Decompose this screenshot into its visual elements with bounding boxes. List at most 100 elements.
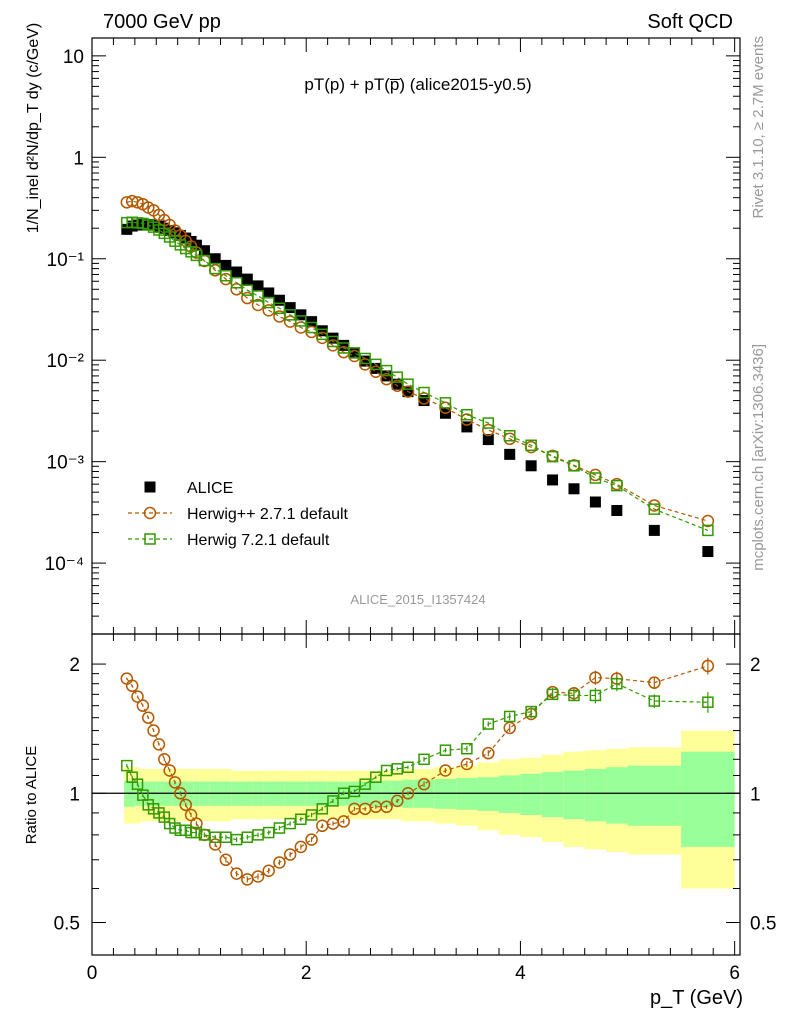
data-point-alice (241, 273, 253, 285)
legend-marker-alice (144, 481, 156, 493)
ratio-plot-frame (91, 633, 741, 956)
ratio-point-herwig7 (439, 744, 452, 756)
data-point-alice (209, 253, 221, 265)
ratio-plot: Ratio to ALICE p_T (GeV) 0 2 4 6 2 2 1 1 0.5 0.5 (23, 633, 776, 1009)
x-tick-label: 4 (515, 963, 526, 984)
data-point-herwigpp (401, 385, 415, 398)
ratio-point-herwig7 (648, 695, 661, 707)
data-point-alice (370, 362, 382, 374)
ratio-point-herwig7 (503, 710, 516, 723)
side-label-rivet: Rivet 3.1.10, ≥ 2.7M events (750, 36, 767, 219)
ratio-point-herwig7 (348, 785, 361, 798)
data-point-alice (327, 332, 339, 344)
ratio-point-herwigpp (439, 764, 452, 777)
y-tick-label: 10⁻² (47, 351, 85, 372)
x-tick-label: 6 (729, 963, 740, 984)
chart-title: pT(p) + pT(p̅) (alice2015-y0.5) (304, 75, 531, 94)
ratio-point-herwigpp (273, 856, 286, 869)
data-point-alice (220, 259, 232, 271)
ratio-point-herwigpp (158, 753, 171, 766)
data-point-herwig7 (589, 472, 602, 484)
data-point-alice (273, 294, 285, 306)
uncertainty-band-inner (681, 751, 735, 847)
uncertainty-band-inner (499, 775, 521, 813)
ratio-point-herwigpp (294, 840, 308, 854)
data-point-herwig7 (316, 328, 329, 341)
data-point-herwig7 (241, 284, 254, 296)
data-point-herwigpp (131, 196, 144, 209)
uncertainty-band-inner (456, 778, 478, 810)
ratio-point-herwig7 (702, 696, 714, 708)
data-point-herwig7 (370, 358, 382, 371)
ratio-y-tick-label: 0.5 (54, 913, 80, 934)
data-point-alice (547, 474, 559, 486)
data-point-herwig7 (568, 460, 580, 472)
y-tick-label: 10 (63, 47, 84, 68)
data-point-herwig7 (273, 302, 286, 315)
ratio-point-herwigpp (417, 777, 431, 791)
ratio-point-herwig7 (305, 809, 318, 821)
data-point-herwig7 (482, 417, 495, 429)
data-point-alice (504, 448, 516, 460)
ratio-point-herwigpp (305, 833, 318, 846)
legend-label-alice: ALICE (187, 480, 233, 497)
data-point-herwig7 (198, 254, 211, 267)
ratio-point-herwig7 (327, 795, 339, 807)
ratio-y-tick-label-right: 2 (750, 655, 761, 676)
ratio-point-herwig7 (190, 826, 203, 839)
data-point-alice (525, 460, 537, 472)
data-point-herwigpp (701, 514, 715, 528)
data-point-alice (391, 378, 403, 390)
ratio-point-herwigpp (125, 679, 139, 693)
data-point-alice (348, 347, 360, 359)
x-tick-label: 0 (87, 963, 98, 984)
uncertainty-band-inner (584, 768, 607, 822)
data-point-alice (306, 316, 318, 328)
data-point-herwig7 (402, 378, 414, 390)
ratio-point-herwig7 (482, 718, 495, 730)
ratio-point-herwigpp (589, 671, 602, 684)
ratio-point-herwigpp (168, 776, 182, 789)
data-point-herwig7 (418, 386, 430, 399)
data-point-herwig7 (380, 364, 393, 377)
y-tick-label: 10⁻¹ (47, 250, 85, 271)
data-point-herwig7 (284, 309, 296, 321)
legend-marker-herwig7 (144, 533, 156, 545)
ratio-point-herwig7 (316, 803, 329, 815)
ratio-point-herwigpp (283, 848, 297, 861)
header-right: Soft QCD (647, 11, 733, 33)
ratio-point-herwigpp (380, 800, 393, 814)
data-point-herwig7 (503, 430, 516, 442)
series-line-herwigpp (126, 200, 709, 522)
data-point-herwigpp (482, 423, 495, 437)
data-point-herwig7 (327, 335, 339, 348)
uncertainty-band-inner (520, 773, 542, 816)
data-point-herwig7 (439, 397, 452, 409)
ratio-point-herwigpp (701, 659, 715, 673)
data-point-herwig7 (391, 371, 404, 383)
ratio-y-axis-label: Ratio to ALICE (23, 746, 40, 844)
ratio-point-herwigpp (136, 699, 150, 712)
ratio-y-tick-label: 2 (69, 655, 80, 676)
data-point-alice (648, 524, 660, 536)
ratio-point-herwigpp (391, 794, 404, 808)
main-plot: pT(p) + pT(p̅) (alice2015-y0.5) ALICE_20… (25, 23, 741, 635)
data-point-herwig7 (230, 277, 243, 289)
data-point-herwig7 (220, 269, 232, 282)
data-point-herwig7 (305, 321, 318, 334)
ratio-point-herwig7 (418, 753, 430, 766)
ratio-point-herwigpp (251, 870, 265, 883)
ratio-y-tick-label-right: 1 (750, 784, 761, 805)
data-point-herwig7 (295, 315, 307, 327)
data-point-herwig7 (648, 503, 661, 515)
x-axis-label: p_T (GeV) (650, 987, 743, 1009)
ratio-point-herwig7 (402, 761, 414, 773)
ratio-point-herwigpp (141, 711, 155, 724)
ratio-point-herwig7 (359, 778, 371, 790)
legend-label-herwig7: Herwig 7.2.1 default (187, 532, 330, 549)
uncertainty-band-inner (541, 772, 564, 818)
data-point-alice (231, 266, 243, 278)
legend-label-herwigpp: Herwig++ 2.7.1 default (187, 506, 349, 523)
data-point-alice (611, 504, 623, 516)
data-point-alice (589, 496, 601, 508)
